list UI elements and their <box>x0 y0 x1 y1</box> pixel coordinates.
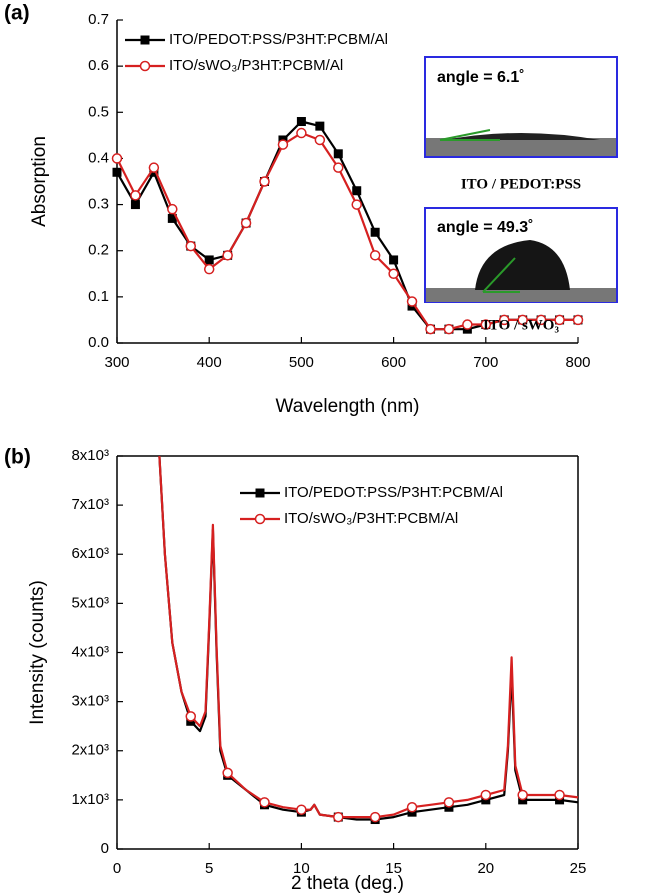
marker <box>498 314 510 326</box>
y-tick-label: 0.4 <box>88 149 109 166</box>
y-tick-label: 0.5 <box>88 103 109 120</box>
marker <box>462 319 473 330</box>
marker <box>185 711 197 722</box>
marker <box>130 190 141 201</box>
marker <box>554 314 565 326</box>
x-axis-title: Wavelength (nm) <box>276 396 420 417</box>
x-tick-label: 15 <box>385 860 402 877</box>
y-axis-title: Intensity (counts) <box>27 580 48 725</box>
marker <box>204 255 214 265</box>
y-tick-label: 5x10³ <box>71 594 109 611</box>
marker <box>388 268 399 280</box>
x-tick-label: 10 <box>293 860 310 877</box>
inset-caption: ITO / sWO₃ <box>483 317 559 333</box>
inset-angle: angle = 49.3˚ <box>437 219 534 236</box>
marker <box>222 250 233 261</box>
marker <box>352 186 362 196</box>
marker <box>333 811 344 823</box>
marker <box>480 319 492 330</box>
marker <box>259 176 270 187</box>
marker <box>277 139 289 150</box>
x-axis-title: 2 theta (deg.) <box>291 873 404 894</box>
marker <box>296 804 307 815</box>
x-tick-label: 800 <box>565 354 590 371</box>
marker <box>222 767 233 779</box>
inset-angle: angle = 6.1˚ <box>437 69 525 86</box>
marker <box>351 199 362 210</box>
marker <box>148 162 160 173</box>
legend-marker <box>254 513 266 525</box>
x-tick-label: 700 <box>473 354 498 371</box>
marker <box>517 789 528 801</box>
marker <box>554 789 565 801</box>
y-tick-label: 1x10³ <box>71 791 109 808</box>
marker <box>167 203 178 215</box>
marker <box>443 797 455 808</box>
marker <box>203 263 215 275</box>
x-tick-label: 300 <box>104 354 129 371</box>
marker <box>185 240 197 252</box>
marker <box>259 797 270 808</box>
panel-label: (a) <box>4 2 30 25</box>
marker <box>130 200 140 210</box>
marker <box>296 117 306 127</box>
marker <box>406 801 418 813</box>
marker <box>480 789 492 801</box>
marker <box>370 227 380 237</box>
data-line <box>158 455 579 819</box>
y-tick-label: 0.7 <box>88 11 109 28</box>
x-tick-label: 5 <box>205 860 213 877</box>
y-tick-label: 6x10³ <box>71 545 109 562</box>
marker <box>111 153 123 164</box>
marker <box>406 296 418 307</box>
y-tick-label: 7x10³ <box>71 496 109 513</box>
y-tick-label: 0.6 <box>88 57 109 74</box>
marker <box>167 213 177 223</box>
y-tick-label: 0.2 <box>88 242 109 259</box>
legend-label: ITO/PEDOT:PSS/P3HT:PCBM/Al <box>284 484 503 501</box>
marker <box>572 314 584 326</box>
legend-marker <box>139 60 151 72</box>
legend-label: ITO/sWO₃/P3HT:PCBM/Al <box>169 57 343 74</box>
inset-photo <box>424 56 618 303</box>
chart-panel: (b) 0 5 10 15 20 25 0 1x10³ 2x10³ 3x10³ 4x10³ 5x10³ 6… <box>4 446 586 894</box>
marker <box>296 127 307 139</box>
y-tick-label: 0.0 <box>88 334 109 351</box>
x-tick-label: 500 <box>289 354 314 371</box>
y-tick-label: 0 <box>101 840 109 857</box>
legend-marker <box>255 488 265 498</box>
y-tick-label: 0.3 <box>88 196 109 213</box>
panel-label: (b) <box>4 446 31 469</box>
marker <box>112 167 122 177</box>
marker <box>333 149 343 159</box>
x-tick-label: 400 <box>197 354 222 371</box>
y-tick-label: 4x10³ <box>71 643 109 660</box>
marker <box>389 255 399 265</box>
chart-panel: (a) 300 400 500 600 700 800 0.0 0.1 0.2 0.3 0.4 0.5 0… <box>4 2 591 417</box>
y-tick-label: 8x10³ <box>71 447 109 464</box>
marker <box>314 134 326 146</box>
x-tick-label: 20 <box>477 860 494 877</box>
x-tick-label: 600 <box>381 354 406 371</box>
y-tick-label: 2x10³ <box>71 742 109 759</box>
y-axis-title: Absorption <box>29 136 50 227</box>
inset-caption: ITO / PEDOT:PSS <box>461 176 581 192</box>
x-tick-label: 0 <box>113 860 121 877</box>
legend-label: ITO/PEDOT:PSS/P3HT:PCBM/Al <box>169 31 388 48</box>
y-tick-label: 3x10³ <box>71 693 109 710</box>
marker <box>369 250 381 261</box>
marker <box>315 121 325 131</box>
marker <box>443 323 455 335</box>
legend-label: ITO/sWO₃/P3HT:PCBM/Al <box>284 510 458 527</box>
marker <box>535 314 547 326</box>
marker <box>425 323 436 335</box>
legend-marker <box>140 35 150 45</box>
marker <box>517 314 528 326</box>
y-tick-label: 0.1 <box>88 288 109 305</box>
x-tick-label: 25 <box>570 860 587 877</box>
marker <box>333 162 344 173</box>
marker <box>369 811 381 823</box>
marker <box>240 217 252 229</box>
